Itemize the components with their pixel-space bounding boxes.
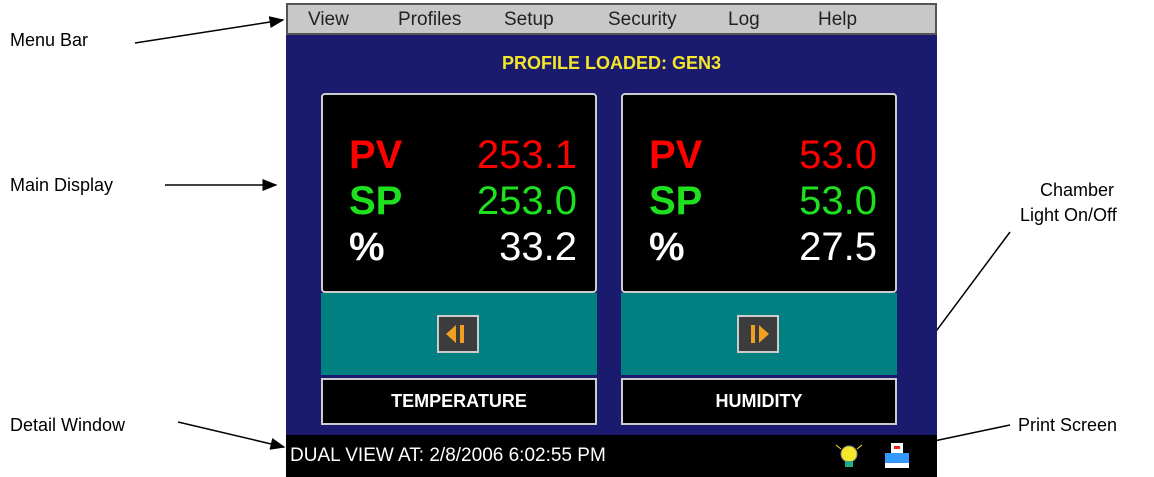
annotation: Chamber [1040,180,1115,200]
panel-name: HUMIDITY [621,378,897,425]
pct-value: 33.2 [499,225,577,269]
pv-value: 253.1 [476,133,577,177]
status-text: DUAL VIEW AT: 2/8/2006 6:02:55 PM [290,445,606,466]
toggle-button[interactable] [737,315,779,353]
control-strip [621,293,897,375]
pct-label: % [349,225,385,269]
print-screen-icon[interactable] [882,441,912,471]
sp-value: 53.0 [799,179,877,223]
control-strip [321,293,597,375]
main-display: PROFILE LOADED: GEN3 PV 253.1 SP 253.0 % 33… [286,35,937,435]
annotation: Main Display [10,175,114,195]
menu-item[interactable]: Profiles [398,9,462,30]
annotation: Light On/Off [1020,205,1117,225]
annotation: Print Screen [1018,415,1118,435]
menu-item[interactable]: Security [608,9,677,30]
chamber-light-icon[interactable] [834,441,864,473]
menu-item[interactable]: View [308,9,349,30]
menu-item[interactable]: Help [818,9,858,30]
pv-label: PV [349,133,403,177]
menu-item[interactable]: Log [728,9,760,30]
arrow [134,16,285,44]
menu-item[interactable]: Setup [504,9,554,30]
pct-label: % [649,225,685,269]
menu-bar: View Profiles Setup Security Log Help [286,3,937,35]
sp-value: 253.0 [476,179,577,223]
profile-title: PROFILE LOADED: GEN3 [501,53,721,73]
pct-value: 27.5 [799,225,877,269]
arrow [177,421,286,450]
panel: PV 53.0 SP 53.0 % 27.5 HUMIDITY [621,93,897,431]
readout: PV 253.1 SP 253.0 % 33.2 [321,93,597,293]
panel-name: TEMPERATURE [321,378,597,425]
pv-value: 53.0 [799,133,877,177]
panel: PV 253.1 SP 253.0 % 33.2 TEMPERATURE [321,93,597,431]
pv-label: PV [649,133,703,177]
sp-label: SP [649,179,703,223]
annotation: Detail Window [10,415,126,435]
detail-window: DUAL VIEW AT: 2/8/2006 6:02:55 PM [286,435,937,477]
readout: PV 53.0 SP 53.0 % 27.5 [621,93,897,293]
annotation: Menu Bar [10,30,89,50]
toggle-button[interactable] [437,315,479,353]
sp-label: SP [349,179,403,223]
